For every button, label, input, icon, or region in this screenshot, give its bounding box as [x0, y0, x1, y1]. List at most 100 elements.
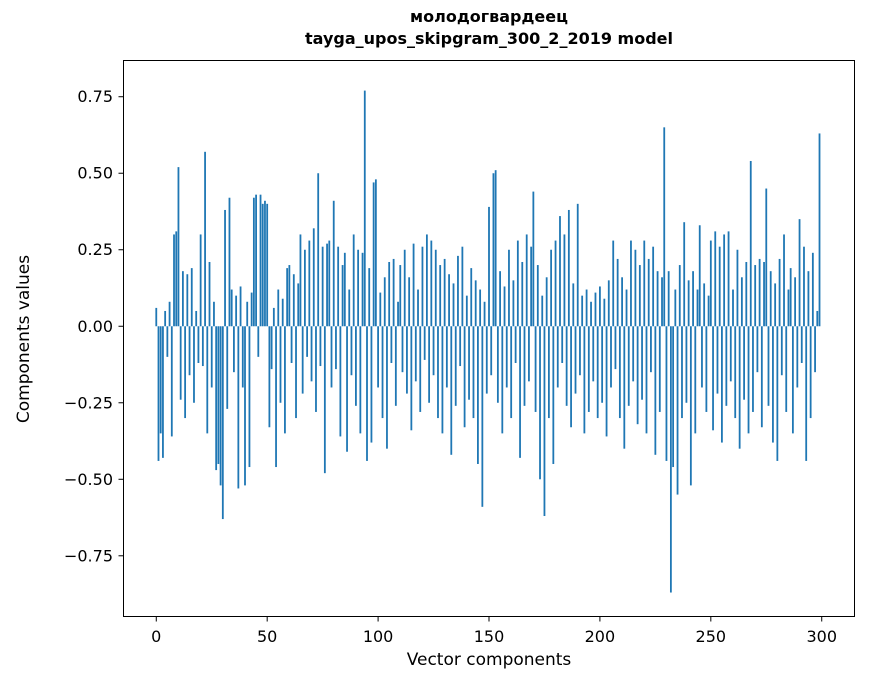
bar: [168, 301, 171, 327]
bar: [583, 326, 586, 434]
x-tick-label: 250: [696, 627, 727, 646]
bar: [403, 249, 406, 327]
x-tick-label: 0: [151, 627, 161, 646]
bar: [543, 326, 546, 517]
bar: [381, 326, 384, 419]
bar: [246, 301, 249, 327]
bar: [567, 209, 570, 327]
bar: [705, 326, 708, 412]
bar: [434, 249, 437, 327]
bar: [397, 301, 399, 327]
bar: [698, 225, 701, 327]
bar: [350, 326, 353, 376]
bar: [337, 246, 340, 327]
bar: [632, 326, 635, 382]
bar: [215, 326, 218, 471]
bar: [758, 258, 761, 327]
bar: [332, 200, 335, 327]
x-tick-label: 100: [363, 627, 394, 646]
bar: [607, 280, 610, 327]
bar: [341, 265, 344, 327]
bar: [723, 234, 726, 327]
bar: [357, 249, 360, 327]
bar: [601, 326, 604, 403]
bar: [255, 194, 257, 327]
bar: [470, 268, 473, 327]
bar: [244, 326, 246, 486]
x-axis-label: Vector components: [406, 650, 572, 670]
bar: [430, 240, 433, 327]
bar: [423, 326, 426, 360]
bar: [408, 277, 411, 327]
bar: [570, 326, 572, 428]
bar: [346, 326, 348, 452]
bar: [421, 246, 424, 327]
chart-title-line1: молодогвардеец: [410, 7, 568, 26]
bar: [394, 326, 397, 406]
bar: [499, 271, 501, 327]
bar: [292, 274, 295, 327]
bar: [177, 167, 180, 327]
bar: [630, 240, 632, 327]
bar: [807, 271, 810, 327]
x-tick-label: 300: [806, 627, 837, 646]
bar: [372, 182, 375, 327]
bar: [463, 326, 466, 428]
bar: [621, 277, 623, 327]
bar: [521, 261, 524, 327]
bar: [252, 197, 255, 327]
bar: [547, 326, 550, 419]
chart-title: молодогвардеец tayga_upos_skipgram_300_2…: [123, 6, 855, 50]
bar: [616, 258, 619, 327]
bar: [230, 289, 233, 327]
y-tick-label: −0.25: [64, 393, 113, 412]
bar: [321, 246, 324, 327]
bar: [299, 234, 302, 327]
bar: [638, 265, 641, 327]
bar: [745, 261, 748, 327]
bar: [206, 326, 209, 434]
bar: [481, 326, 484, 507]
bar: [603, 298, 606, 327]
bar: [483, 301, 486, 327]
bar: [159, 326, 162, 434]
bar: [652, 246, 655, 327]
bar: [374, 179, 377, 327]
bar: [401, 326, 404, 373]
plot-border: [123, 60, 855, 617]
bar: [605, 326, 608, 437]
bar: [494, 170, 497, 327]
bar: [585, 289, 588, 327]
bar: [472, 326, 475, 419]
bar: [734, 326, 737, 419]
bar: [308, 240, 311, 327]
bar: [539, 326, 541, 480]
bar: [233, 326, 235, 373]
bar: [596, 326, 599, 419]
bar: [552, 326, 555, 464]
bar: [237, 326, 240, 489]
bar: [468, 326, 470, 400]
bar: [217, 326, 220, 464]
bar: [170, 326, 173, 437]
bar: [729, 326, 732, 382]
bar: [359, 326, 362, 434]
y-tick-label: 0.50: [77, 164, 113, 183]
bar: [634, 249, 637, 327]
bar: [239, 286, 242, 327]
bar: [221, 326, 224, 520]
bar: [523, 326, 526, 406]
bar: [162, 326, 164, 458]
bar: [330, 326, 333, 388]
bar: [709, 240, 712, 327]
bar: [352, 234, 355, 327]
bar: [627, 326, 630, 406]
bar: [618, 326, 621, 419]
bar: [328, 240, 331, 327]
bar: [721, 326, 723, 443]
y-tick-label: 0.75: [77, 87, 113, 106]
bar: [199, 234, 202, 327]
bar: [323, 326, 326, 474]
bar: [809, 326, 812, 419]
bar: [756, 326, 759, 373]
